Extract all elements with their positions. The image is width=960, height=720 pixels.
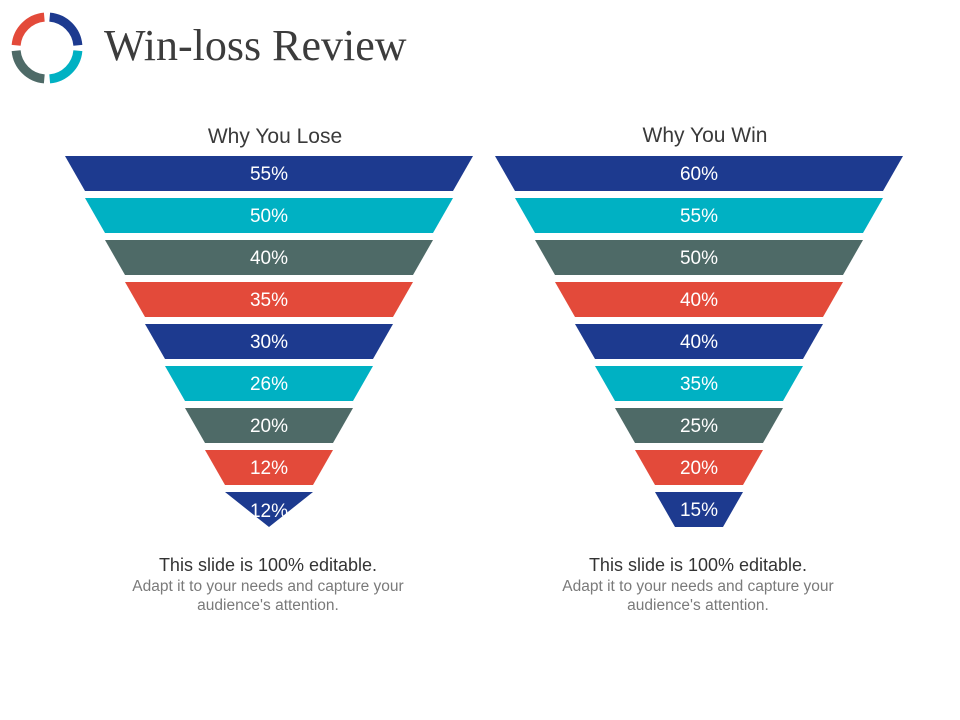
ring-logo-icon — [11, 12, 83, 84]
funnel-segment-label: 12% — [250, 458, 288, 479]
funnel-segment — [535, 240, 863, 275]
funnel-segment — [575, 324, 823, 359]
funnel-segment-label: 35% — [680, 374, 718, 395]
win-funnel-title: Why You Win — [642, 124, 768, 147]
caption-heading: This slide is 100% editable. — [588, 555, 808, 575]
lose-caption: This slide is 100% editable. Adapt it to… — [118, 554, 418, 615]
funnel-segment-label: 25% — [680, 416, 718, 437]
caption-heading: This slide is 100% editable. — [158, 555, 378, 575]
funnel-segment-label: 40% — [250, 248, 288, 269]
funnel-segment-label: 26% — [250, 374, 288, 395]
funnel-segment-label: 60% — [680, 164, 718, 185]
lose-funnel-title: Why You Lose — [207, 125, 343, 148]
funnel-segment — [65, 156, 473, 191]
funnel-segment-label: 50% — [250, 206, 288, 227]
funnel-segment — [615, 408, 783, 443]
funnel-segment — [125, 282, 413, 317]
funnel-segment-label: 50% — [680, 248, 718, 269]
logo-ring-segment — [11, 50, 45, 84]
caption-body: Adapt it to your needs and capture your … — [132, 578, 404, 614]
logo-ring-segment — [11, 12, 45, 46]
page-title: Win-loss Review — [104, 21, 407, 70]
funnel-segment — [165, 366, 373, 401]
funnel-segment — [555, 282, 843, 317]
funnel-segment — [515, 198, 883, 233]
funnel-segment-label: 55% — [680, 206, 718, 227]
funnel-segment — [225, 492, 313, 527]
funnel-segment-label: 40% — [680, 290, 718, 311]
funnel-segment — [595, 366, 803, 401]
funnel-segment — [145, 324, 393, 359]
funnel-segment-label: 40% — [680, 332, 718, 353]
funnel-segment — [185, 408, 353, 443]
win-caption: This slide is 100% editable. Adapt it to… — [548, 554, 848, 615]
logo-ring-segment — [49, 12, 83, 46]
funnel-segment — [85, 198, 453, 233]
funnel-segment-label: 30% — [250, 332, 288, 353]
funnel-segment — [495, 156, 903, 191]
caption-body: Adapt it to your needs and capture your … — [562, 578, 834, 614]
funnel-segment-label: 20% — [250, 416, 288, 437]
win-funnel-chart: 60% 55% 50% 40% 40% 35% 25% 20% 15% — [495, 156, 903, 527]
logo-ring-segment — [49, 50, 83, 84]
lose-funnel-chart: 55% 50% 40% 35% 30% 26% 20% 12% 12% — [65, 156, 473, 527]
funnel-segment — [635, 450, 763, 485]
funnel-segment-label: 35% — [250, 290, 288, 311]
funnel-segment-label: 15% — [680, 500, 718, 521]
funnel-segment — [205, 450, 333, 485]
funnel-segment — [105, 240, 433, 275]
funnel-segment — [655, 492, 743, 527]
funnel-segment-label: 20% — [680, 458, 718, 479]
funnel-segment-label: 12% — [250, 501, 288, 522]
funnel-segment-label: 55% — [250, 164, 288, 185]
